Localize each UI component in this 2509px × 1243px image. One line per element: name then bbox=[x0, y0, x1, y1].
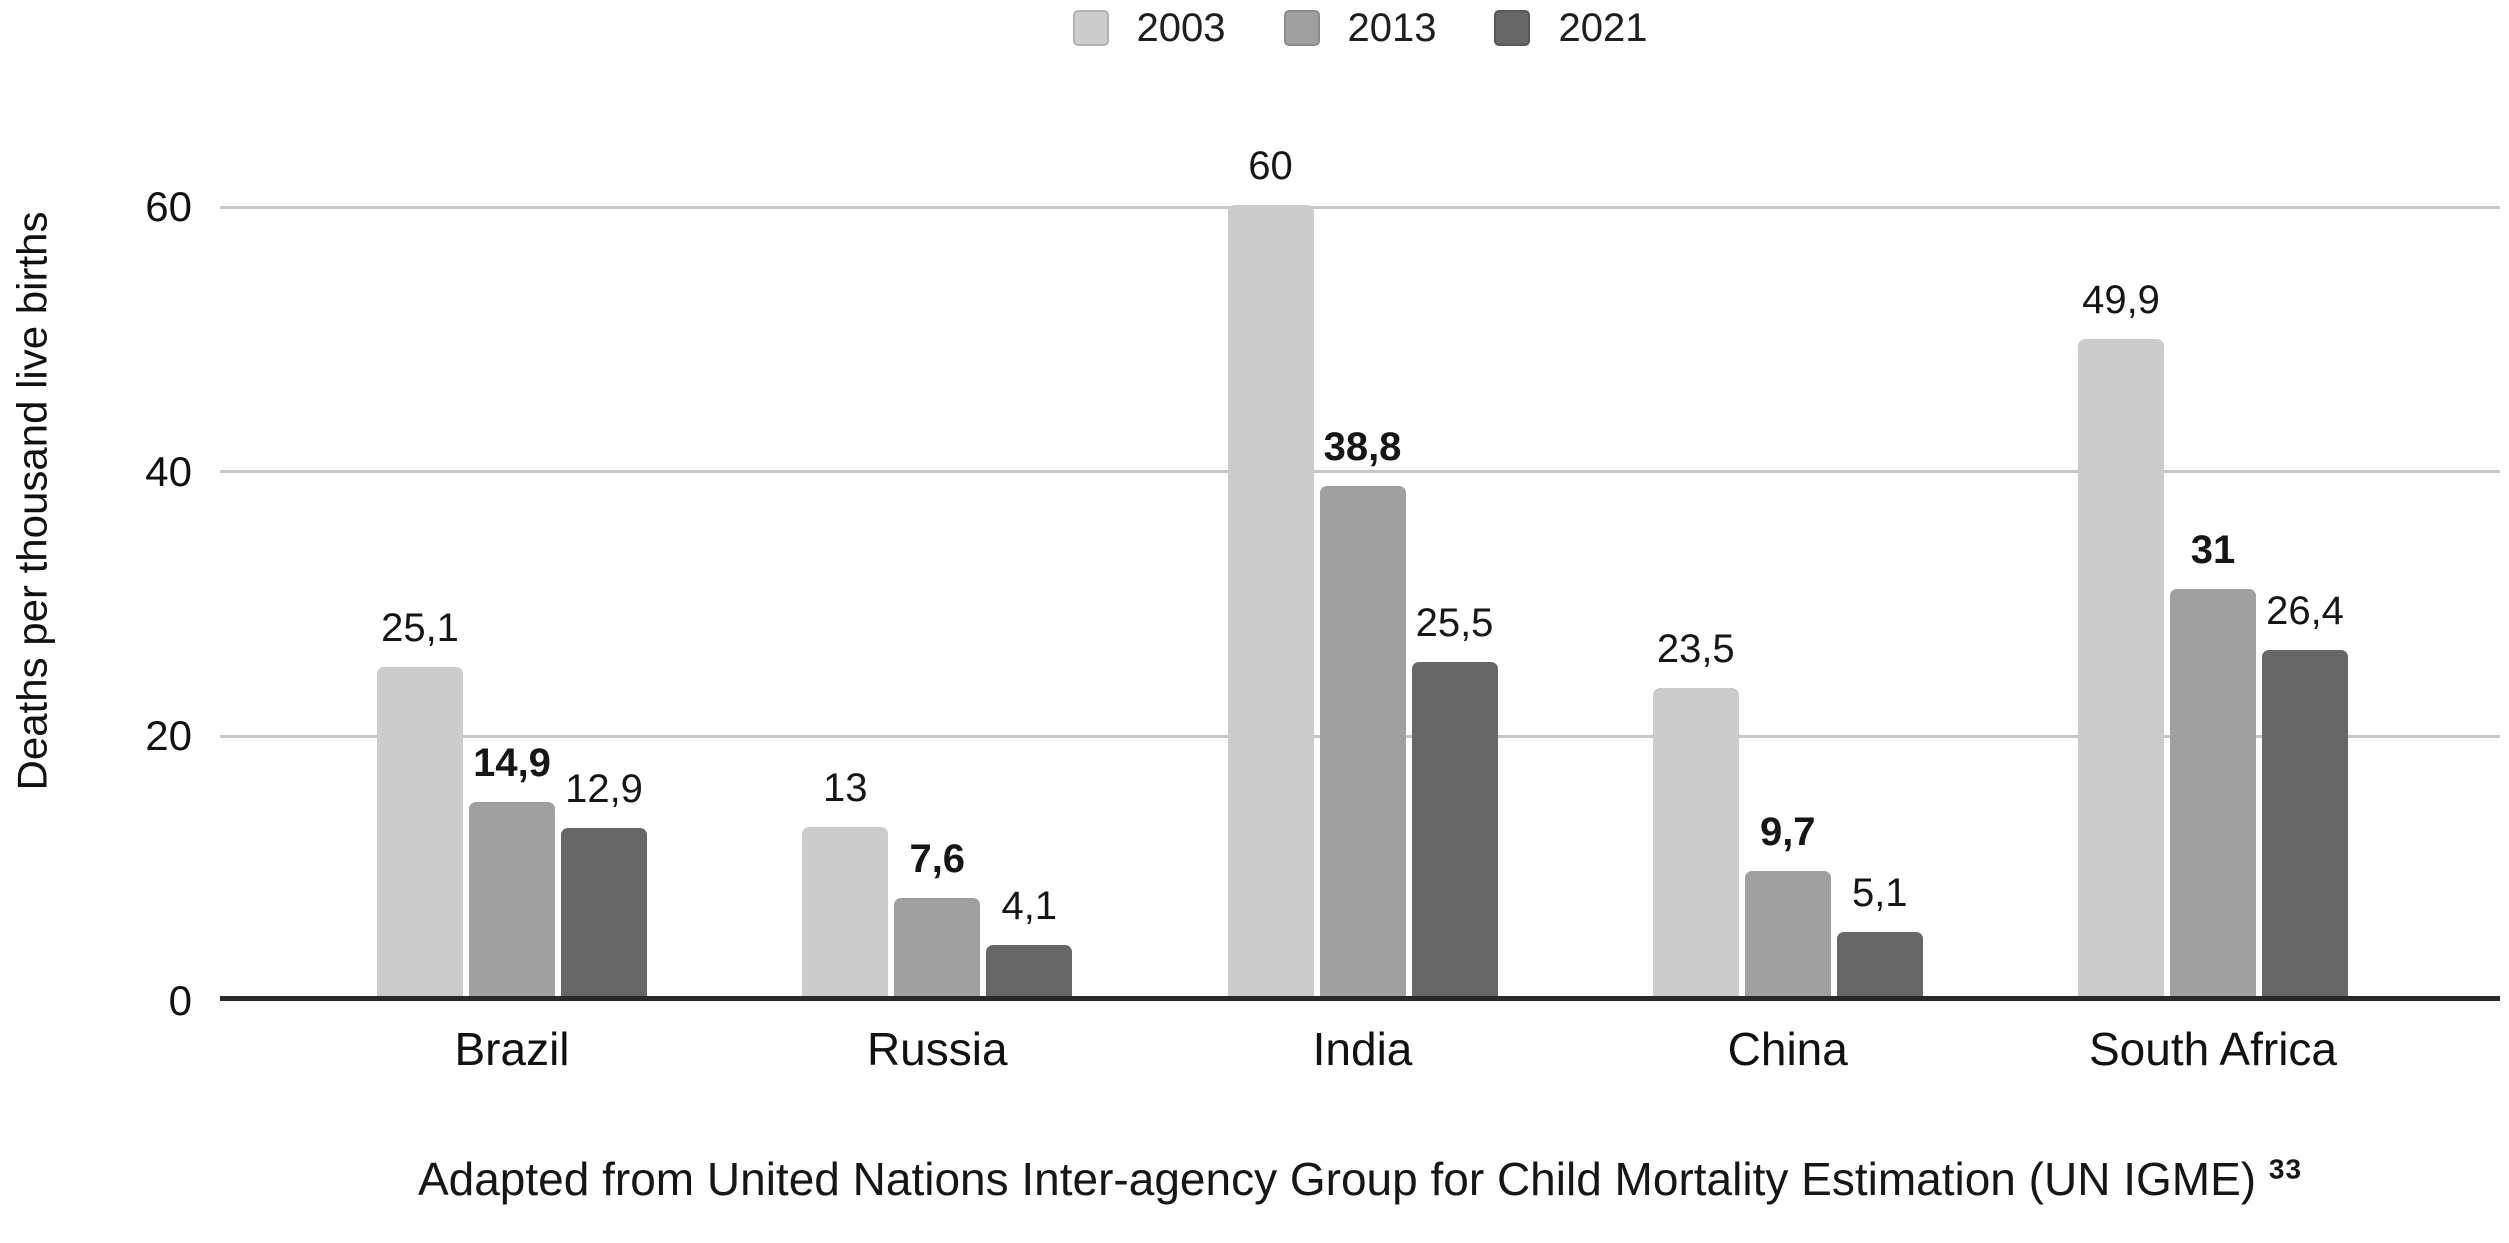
gridline-40 bbox=[220, 470, 2500, 474]
bar-2003-china: 23,5 bbox=[1652, 628, 1739, 999]
bar-group-india: 60 38,8 25,5 bbox=[1227, 145, 1498, 999]
y-tick-label-60: 60 bbox=[145, 183, 192, 231]
bar-2003-india: 60 bbox=[1227, 145, 1314, 999]
y-axis-title: Deaths per thousand live births bbox=[6, 0, 58, 1001]
bar-value-label-2003-south-africa: 49,9 bbox=[2082, 277, 2160, 322]
legend-label: 2013 bbox=[1347, 6, 1437, 50]
legend-item-2021: 2021 bbox=[1494, 6, 1647, 50]
legend-item-2013: 2013 bbox=[1283, 6, 1437, 50]
legend-label: 2021 bbox=[1558, 6, 1648, 50]
plot-area: 25,1 14,9 12,9 13 7,6 4,1 60 38,8 25,5 23,5 9,7 5,1… bbox=[220, 121, 2500, 1001]
bar-value-label-2013-south-africa: 31 bbox=[2190, 527, 2236, 572]
legend-swatch-2003 bbox=[1072, 10, 1109, 46]
y-tick-label-40: 40 bbox=[145, 447, 192, 495]
bar-2021-brazil: 12,9 bbox=[561, 768, 647, 999]
bar-2003-south-africa: 49,9 bbox=[2078, 279, 2164, 999]
bar-value-label-2021-china: 5,1 bbox=[1851, 870, 1908, 915]
bar-value-label-2021-brazil: 12,9 bbox=[565, 767, 643, 812]
bar-value-label-2003-russia: 13 bbox=[823, 766, 868, 811]
bar-2021-russia: 4,1 bbox=[986, 885, 1073, 999]
x-axis-label-brazil: Brazil bbox=[454, 1023, 570, 1075]
bar-2021-south-africa: 26,4 bbox=[2262, 590, 2348, 999]
bar-2013-south-africa: 31 bbox=[2170, 529, 2256, 999]
bar-2013-india: 38,8 bbox=[1319, 426, 1406, 999]
bar-value-label-2013-china: 9,7 bbox=[1759, 809, 1816, 854]
bar-value-label-2013-india: 38,8 bbox=[1323, 424, 1402, 469]
bar-2021-india: 25,5 bbox=[1411, 602, 1498, 999]
y-tick-label-20: 20 bbox=[145, 712, 192, 760]
x-axis-label-india: India bbox=[1312, 1023, 1413, 1075]
bar-2013-brazil: 14,9 bbox=[469, 742, 555, 999]
bar-value-label-2003-india: 60 bbox=[1248, 144, 1293, 189]
legend-item-2003: 2003 bbox=[1072, 6, 1226, 50]
legend-swatch-2021 bbox=[1494, 10, 1531, 46]
bar-group-brazil: 25,1 14,9 12,9 bbox=[377, 607, 647, 999]
x-axis-line bbox=[220, 996, 2500, 1001]
caption-text: Adapted from United Nations Inter-agency… bbox=[417, 1153, 2257, 1205]
bar-value-label-2013-russia: 7,6 bbox=[909, 837, 966, 882]
legend: 2003 2013 2021 bbox=[220, 6, 2500, 50]
legend-label: 2003 bbox=[1136, 6, 1226, 50]
caption: Adapted from United Nations Inter-agency… bbox=[220, 1152, 2500, 1206]
x-axis-label-china: China bbox=[1727, 1023, 1848, 1075]
bar-value-label-2013-brazil: 14,9 bbox=[473, 740, 551, 785]
bar-group-china: 23,5 9,7 5,1 bbox=[1652, 628, 1923, 999]
legend-swatch-2013 bbox=[1283, 10, 1320, 46]
bar-value-label-2021-russia: 4,1 bbox=[1001, 883, 1058, 928]
bar-value-label-2003-brazil: 25,1 bbox=[381, 605, 459, 650]
bar-group-south-africa: 49,9 31 26,4 bbox=[2078, 279, 2348, 999]
x-axis-label-russia: Russia bbox=[866, 1023, 1008, 1075]
bar-group-russia: 13 7,6 4,1 bbox=[802, 767, 1073, 999]
y-axis-title-text: Deaths per thousand live births bbox=[8, 211, 55, 790]
bar-value-label-2003-china: 23,5 bbox=[1656, 627, 1735, 672]
bar-2013-russia: 7,6 bbox=[894, 838, 981, 999]
bar-2003-russia: 13 bbox=[802, 767, 889, 999]
bar-value-label-2021-india: 25,5 bbox=[1415, 600, 1494, 645]
bar-2013-china: 9,7 bbox=[1744, 811, 1831, 999]
bar-2003-brazil: 25,1 bbox=[377, 607, 463, 999]
caption-footnote-number: 33 bbox=[2268, 1153, 2303, 1185]
bar-value-label-2021-south-africa: 26,4 bbox=[2266, 588, 2344, 633]
x-axis-label-south-africa: South Africa bbox=[2088, 1023, 2338, 1075]
gridline-60 bbox=[220, 205, 2500, 209]
bar-2021-china: 5,1 bbox=[1836, 872, 1923, 999]
y-tick-label-0: 0 bbox=[168, 977, 192, 1024]
